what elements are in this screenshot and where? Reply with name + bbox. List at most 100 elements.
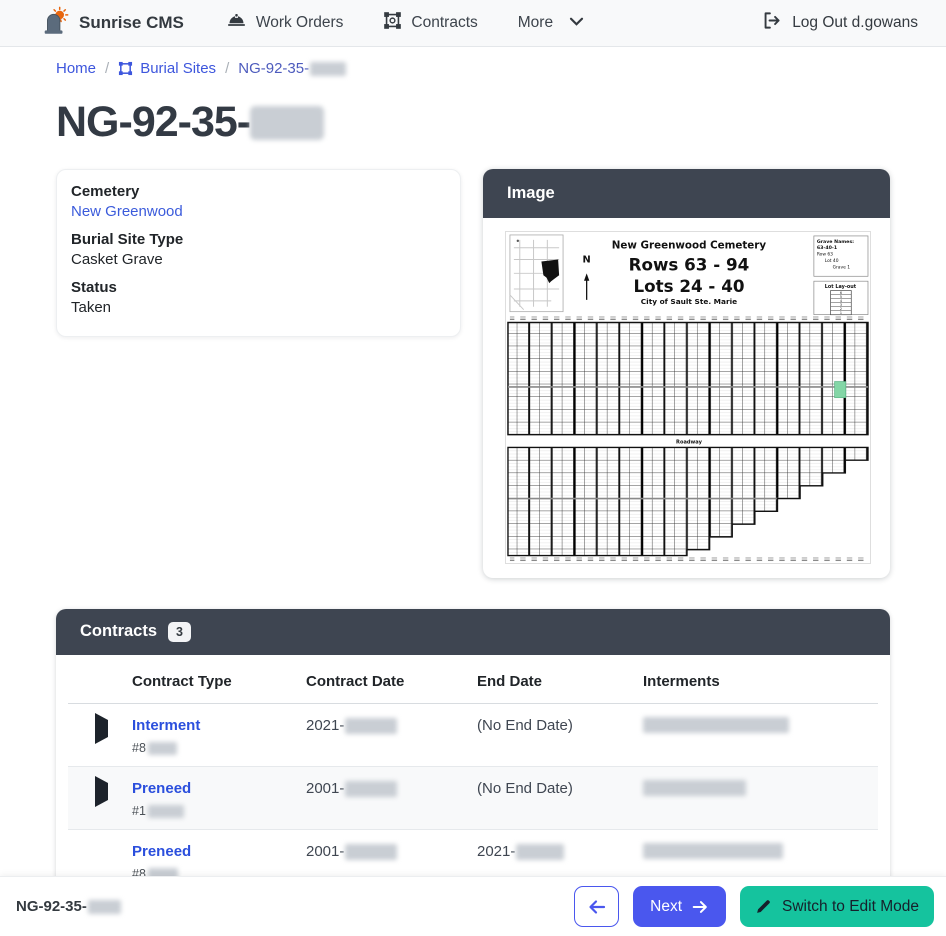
status-label: Status bbox=[71, 279, 117, 296]
highlighted-grave-cell bbox=[834, 381, 847, 399]
burial-sites-icon bbox=[118, 61, 133, 76]
contracts-icon bbox=[383, 11, 402, 35]
switch-to-edit-mode-label: Switch to Edit Mode bbox=[782, 897, 919, 915]
contract-type-link[interactable]: Interment bbox=[132, 717, 201, 734]
nav-item-label: Work Orders bbox=[255, 14, 344, 31]
main-content: Home / Burial Sites / NG-92-35- NG-92-35… bbox=[0, 60, 946, 892]
nav-item-label: Contracts bbox=[411, 14, 478, 31]
nav-items: Work Orders Contracts More bbox=[226, 10, 584, 36]
contract-row: Preneed #1 2001- (No End Date) bbox=[68, 766, 878, 830]
redacted-text bbox=[147, 742, 177, 755]
previous-button[interactable] bbox=[574, 886, 620, 927]
bottom-action-bar: NG-92-35- Next Switch t bbox=[0, 876, 946, 936]
svg-text:1: 1 bbox=[840, 311, 842, 315]
page-title: NG-92-35- bbox=[56, 98, 890, 147]
cemetery-map-image[interactable]: N New Greenwood Cemetery Rows 63 - 94 Lo… bbox=[505, 231, 871, 564]
map-lots-range: Lots 24 - 40 bbox=[633, 276, 744, 296]
column-header-contract-type: Contract Type bbox=[124, 657, 298, 704]
breadcrumb-home-link[interactable]: Home bbox=[56, 60, 97, 77]
breadcrumb-separator: / bbox=[225, 60, 230, 77]
map-lower-grid bbox=[507, 446, 869, 557]
logout-label: Log Out d.gowans bbox=[792, 14, 918, 31]
contract-date-cell: 2001- bbox=[306, 843, 461, 860]
nav-item-work-orders[interactable]: Work Orders bbox=[226, 10, 344, 36]
contract-type-link[interactable]: Preneed bbox=[132, 780, 192, 797]
pencil-icon bbox=[755, 898, 772, 915]
contract-type-link[interactable]: Preneed bbox=[132, 843, 192, 860]
hard-hat-icon bbox=[226, 10, 247, 36]
svg-text:Grave Names:: Grave Names: bbox=[817, 239, 854, 245]
cemetery-field: Cemetery New Greenwood bbox=[71, 183, 446, 220]
brand[interactable]: Sunrise CMS bbox=[40, 6, 184, 41]
map-city: City of Sault Ste. Marie bbox=[641, 297, 737, 306]
nav-item-more[interactable]: More bbox=[518, 14, 584, 32]
map-roadway-label: Roadway bbox=[676, 439, 703, 445]
end-date-cell: 2021- bbox=[477, 843, 627, 860]
map-title: New Greenwood Cemetery bbox=[612, 240, 767, 252]
svg-text:63-40-1: 63-40-1 bbox=[817, 245, 837, 251]
redacted-text bbox=[147, 805, 184, 818]
svg-text:3: 3 bbox=[840, 303, 842, 307]
redacted-text bbox=[643, 780, 746, 796]
image-card-header: Image bbox=[483, 169, 890, 218]
redacted-text bbox=[345, 843, 398, 860]
column-header-contract-date: Contract Date bbox=[298, 657, 469, 704]
breadcrumb-burial-sites-link[interactable]: Burial Sites bbox=[118, 60, 216, 77]
redacted-text bbox=[250, 105, 325, 140]
redacted-text bbox=[643, 717, 789, 733]
redacted-text bbox=[87, 899, 121, 914]
burial-site-details-card: Cemetery New Greenwood Burial Site Type … bbox=[56, 169, 462, 337]
contract-number: #8 bbox=[132, 741, 290, 755]
svg-text:5: 5 bbox=[840, 295, 842, 299]
contract-row: Interment #8 2021- (No End Date) bbox=[68, 704, 878, 767]
column-header-interments: Interments bbox=[635, 657, 878, 704]
contracts-table: Contract Type Contract Date End Date Int… bbox=[68, 657, 878, 892]
cemetery-link[interactable]: New Greenwood bbox=[71, 203, 183, 220]
next-button[interactable]: Next bbox=[633, 886, 727, 927]
brand-label: Sunrise CMS bbox=[79, 13, 184, 32]
svg-text:N: N bbox=[583, 254, 591, 265]
bottom-bar-site-title: NG-92-35- bbox=[16, 898, 121, 915]
status-value: Taken bbox=[71, 299, 112, 316]
contract-date-cell: 2021- bbox=[306, 717, 461, 734]
breadcrumb-burial-sites-label: Burial Sites bbox=[140, 60, 217, 77]
top-navbar: Sunrise CMS Work Orders Contracts bbox=[0, 0, 946, 47]
redacted-text bbox=[345, 780, 398, 797]
redacted-text bbox=[516, 843, 565, 860]
column-header-end-date: End Date bbox=[469, 657, 635, 704]
svg-text:6: 6 bbox=[840, 291, 842, 295]
expand-row-icon[interactable] bbox=[95, 713, 108, 744]
contracts-header-label: Contracts bbox=[80, 622, 158, 641]
sunrise-cms-logo-icon bbox=[40, 6, 70, 41]
nav-item-label: More bbox=[517, 14, 554, 31]
cemetery-label: Cemetery bbox=[71, 183, 140, 200]
svg-text:4: 4 bbox=[840, 299, 842, 303]
contracts-count-badge: 3 bbox=[168, 621, 191, 642]
contract-number: #1 bbox=[132, 804, 290, 818]
map-inset-overview bbox=[509, 234, 564, 313]
image-card-body: N New Greenwood Cemetery Rows 63 - 94 Lo… bbox=[483, 218, 890, 578]
map-grave-names-box: Grave Names: 63-40-1 Row 63 Lot 40 Grave… bbox=[813, 235, 869, 277]
map-lot-layout-box: Lot Lay-out 6 5 4 3 2 1 bbox=[813, 280, 869, 316]
status-field: Status Taken bbox=[71, 279, 446, 316]
next-button-label: Next bbox=[650, 897, 683, 915]
map-upper-grid bbox=[507, 321, 869, 436]
logout-button[interactable]: Log Out d.gowans bbox=[762, 11, 918, 35]
image-card: Image bbox=[483, 169, 890, 578]
end-date-cell: (No End Date) bbox=[477, 717, 573, 734]
nav-item-contracts[interactable]: Contracts bbox=[383, 11, 478, 35]
breadcrumb: Home / Burial Sites / NG-92-35- bbox=[56, 60, 890, 77]
redacted-text bbox=[643, 843, 783, 859]
north-arrow-icon: N bbox=[583, 254, 591, 300]
svg-text:Lot 40: Lot 40 bbox=[825, 258, 839, 264]
switch-to-edit-mode-button[interactable]: Switch to Edit Mode bbox=[740, 886, 934, 927]
arrow-left-icon bbox=[587, 897, 607, 917]
contract-date-cell: 2001- bbox=[306, 780, 461, 797]
contracts-card-header: Contracts 3 bbox=[56, 608, 890, 655]
redacted-text bbox=[310, 61, 347, 76]
expander-column-header bbox=[68, 657, 124, 704]
arrow-right-icon bbox=[691, 898, 709, 916]
svg-text:Row 63: Row 63 bbox=[817, 252, 833, 258]
contracts-card: Contracts 3 Contract Type Contract Date … bbox=[56, 608, 890, 892]
expand-row-icon[interactable] bbox=[95, 776, 108, 807]
